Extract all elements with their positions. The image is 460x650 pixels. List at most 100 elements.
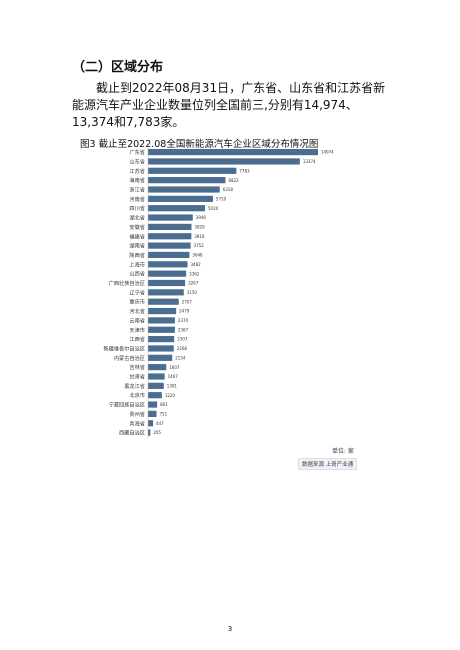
category-label: 甘肃省 bbox=[129, 373, 145, 381]
bar bbox=[148, 401, 158, 408]
category-label: 云南省 bbox=[129, 316, 145, 324]
value-label: 6318 bbox=[223, 187, 234, 192]
bar bbox=[148, 242, 191, 249]
value-label: 3752 bbox=[194, 243, 205, 248]
category-label: 江西省 bbox=[129, 335, 145, 343]
bar bbox=[148, 354, 173, 361]
value-label: 3267 bbox=[188, 281, 199, 286]
value-label: 3818 bbox=[194, 234, 205, 239]
value-label: 2479 bbox=[179, 309, 190, 314]
value-label: 2367 bbox=[178, 327, 189, 332]
bar bbox=[148, 149, 318, 156]
category-label: 广东省 bbox=[129, 148, 145, 156]
value-label: 801 bbox=[160, 402, 168, 407]
bar bbox=[148, 214, 193, 221]
category-label: 内蒙古自治区 bbox=[114, 354, 145, 362]
category-label: 海南省 bbox=[129, 176, 145, 184]
page-number: 3 bbox=[227, 625, 233, 633]
value-label: 3648 bbox=[192, 253, 203, 258]
value-label: 5719 bbox=[216, 196, 227, 201]
bar bbox=[148, 205, 205, 212]
category-label: 重庆市 bbox=[129, 298, 145, 306]
value-label: 7783 bbox=[239, 168, 250, 173]
value-label: 1220 bbox=[165, 393, 176, 398]
bar bbox=[148, 251, 190, 259]
category-label: 福建省 bbox=[129, 232, 145, 240]
bar bbox=[148, 410, 157, 417]
category-label: 贵州省 bbox=[129, 410, 145, 418]
bar bbox=[148, 298, 179, 305]
category-label: 陕西省 bbox=[129, 251, 145, 259]
category-label: 湖北省 bbox=[129, 214, 145, 222]
value-label: 6822 bbox=[228, 178, 239, 183]
category-label: 河南省 bbox=[129, 195, 145, 203]
category-label: 青海省 bbox=[129, 419, 145, 427]
value-label: 2707 bbox=[182, 299, 193, 304]
category-label: 新疆维吾尔自治区 bbox=[103, 344, 145, 352]
category-label: 上海市 bbox=[129, 260, 145, 268]
bar bbox=[148, 279, 186, 287]
category-label: 江苏省 bbox=[129, 167, 145, 175]
value-label: 3362 bbox=[189, 271, 200, 276]
value-label: 13374 bbox=[303, 159, 316, 164]
value-label: 205 bbox=[153, 430, 161, 435]
bar bbox=[148, 223, 192, 230]
bar bbox=[148, 186, 220, 193]
category-label: 山西省 bbox=[129, 270, 145, 278]
bar bbox=[148, 307, 177, 315]
category-label: 浙江省 bbox=[129, 186, 145, 194]
value-label: 751 bbox=[160, 412, 168, 417]
figure-title: 图3 截止至2022.08全国新能源汽车企业区域分布情况图 bbox=[80, 139, 319, 150]
category-label: 黑龙江省 bbox=[124, 382, 145, 390]
value-label: 3482 bbox=[191, 262, 202, 267]
value-label: 3150 bbox=[187, 290, 198, 295]
value-label: 2268 bbox=[177, 346, 188, 351]
bar bbox=[148, 336, 175, 343]
value-label: 14974 bbox=[321, 150, 334, 155]
bar bbox=[148, 392, 162, 399]
bar bbox=[148, 317, 175, 324]
value-label: 3946 bbox=[196, 215, 207, 220]
bar bbox=[148, 167, 237, 174]
source-label: 数据来源 上奇产业通 bbox=[298, 458, 358, 470]
bar bbox=[148, 195, 213, 202]
bar bbox=[148, 420, 154, 427]
value-label: 1391 bbox=[167, 383, 178, 388]
category-label: 广西壮族自治区 bbox=[109, 279, 145, 287]
value-label: 2134 bbox=[175, 355, 186, 360]
body-paragraph: 截止到2022年08月31日，广东省、山东省和江苏省新能源汽车产业企业数量位列全… bbox=[72, 81, 386, 129]
section-heading: （二）区域分布 bbox=[72, 60, 164, 75]
bar bbox=[148, 270, 187, 277]
bar bbox=[148, 345, 174, 352]
category-label: 河北省 bbox=[129, 307, 145, 315]
bar bbox=[148, 364, 167, 371]
value-label: 2307 bbox=[177, 337, 188, 342]
category-label: 北京市 bbox=[129, 391, 145, 399]
bar bbox=[148, 373, 165, 380]
bar bbox=[148, 326, 175, 333]
bar bbox=[148, 261, 188, 268]
value-label: 1467 bbox=[168, 374, 179, 379]
bar bbox=[148, 429, 151, 436]
bar bbox=[148, 233, 192, 240]
category-label: 吉林省 bbox=[129, 363, 145, 371]
value-label: 447 bbox=[156, 421, 164, 426]
category-label: 宁夏回族自治区 bbox=[109, 401, 145, 409]
category-label: 湖南省 bbox=[129, 242, 145, 250]
value-label: 3829 bbox=[194, 225, 205, 230]
category-label: 山东省 bbox=[129, 157, 145, 165]
bar bbox=[148, 177, 226, 184]
category-label: 安徽省 bbox=[129, 223, 145, 231]
category-label: 四川省 bbox=[129, 204, 145, 212]
value-label: 2370 bbox=[178, 318, 189, 323]
unit-label: 单位: 家 bbox=[332, 448, 354, 455]
bar bbox=[148, 289, 184, 296]
value-label: 5020 bbox=[208, 206, 219, 211]
category-label: 辽宁省 bbox=[129, 288, 145, 296]
value-label: 1607 bbox=[169, 365, 180, 370]
category-label: 天津市 bbox=[129, 326, 145, 334]
category-label: 西藏自治区 bbox=[119, 429, 145, 437]
bar bbox=[148, 158, 300, 165]
bar bbox=[148, 382, 164, 389]
